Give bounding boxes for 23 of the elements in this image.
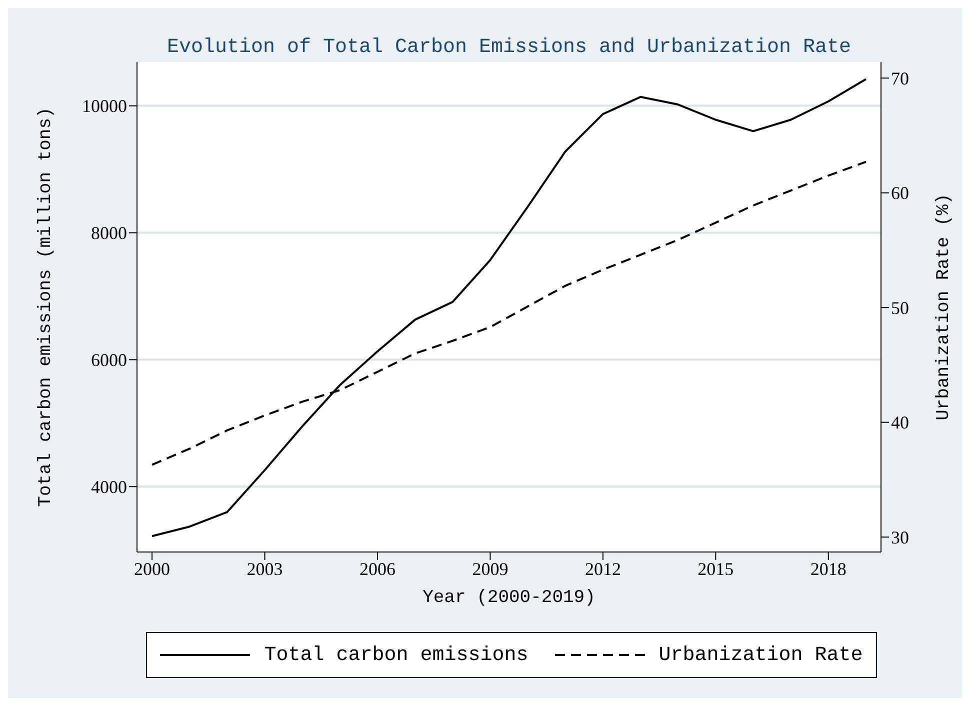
y-tick-label: 6000 bbox=[91, 350, 127, 370]
x-tick-label: 2015 bbox=[698, 558, 734, 579]
line-series bbox=[151, 78, 867, 538]
y-tick-label: 10000 bbox=[82, 96, 127, 116]
legend-label: Total carbon emissions bbox=[264, 644, 528, 666]
x-tick-label: 2012 bbox=[584, 558, 621, 579]
y2-tick-label: 40 bbox=[891, 412, 909, 433]
y2-tick-label: 70 bbox=[891, 68, 909, 88]
x-axis-title: Year (2000-2019) bbox=[422, 588, 596, 608]
legend-label: Urbanization Rate bbox=[658, 644, 863, 666]
x-tick-label: 2003 bbox=[246, 558, 283, 579]
x-tick-label: 2018 bbox=[810, 558, 846, 579]
x-tick-label: 2000 bbox=[134, 558, 170, 579]
y2-axis-title: Urbanization Rate (%) bbox=[934, 194, 954, 420]
chart-title: Evolution of Total Carbon Emissions and Urbanization Rate bbox=[166, 36, 852, 59]
y2-tick-label: 60 bbox=[891, 183, 909, 204]
y-tick-label: 4000 bbox=[91, 477, 127, 498]
x-tick-label: 2009 bbox=[472, 558, 508, 579]
x-tick-label: 2006 bbox=[359, 558, 396, 579]
y-axis-title: Total carbon emissions (million tons) bbox=[36, 107, 56, 507]
y2-tick-label: 30 bbox=[891, 527, 909, 548]
y2-tick-label: 50 bbox=[891, 298, 909, 318]
y-tick-label: 8000 bbox=[91, 223, 127, 244]
